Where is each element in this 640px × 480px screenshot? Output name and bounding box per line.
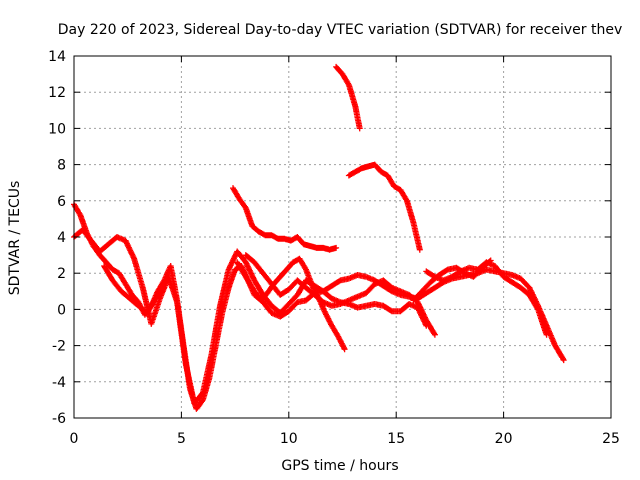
- series-arc-10: [101, 263, 168, 316]
- x-axis-label: GPS time / hours: [281, 458, 398, 474]
- data-marker-cluster: [345, 161, 423, 253]
- x-tick-label: 20: [495, 431, 513, 447]
- series-arc-9: [410, 257, 494, 304]
- series-arc-5: [345, 161, 423, 253]
- x-tick-label: 0: [70, 431, 79, 447]
- data-marker-cluster: [230, 185, 340, 253]
- y-tick-label: -2: [52, 339, 66, 355]
- y-tick-label: -6: [52, 411, 66, 427]
- grid: [74, 56, 611, 418]
- data-marker-cluster: [333, 63, 363, 132]
- data-marker-cluster: [410, 257, 494, 304]
- x-tick-label: 10: [280, 431, 298, 447]
- series-arc-4: [333, 63, 363, 132]
- y-tick-label: 12: [48, 85, 66, 101]
- data-marker-cluster: [101, 263, 168, 316]
- data-points: [71, 63, 567, 412]
- y-tick-label: 8: [57, 158, 66, 174]
- data-marker-cluster: [423, 259, 550, 338]
- y-tick-label: 4: [57, 230, 66, 246]
- y-tick-label: 6: [57, 194, 66, 210]
- y-tick-label: -4: [52, 375, 66, 391]
- y-axis-label: SDTVAR / TECUs: [7, 181, 23, 296]
- x-tick-label: 5: [177, 431, 186, 447]
- series-arc-8: [423, 259, 550, 338]
- y-tick-label: 14: [48, 49, 66, 65]
- y-tick-label: 10: [48, 121, 66, 137]
- tick-labels: 0 5 10 15 20 25 -6 -4 -2 0 2 4 6 8 10 12 14: [48, 49, 620, 447]
- chart-title: Day 220 of 2023, Sidereal Day-to-day VTE…: [58, 22, 622, 38]
- x-tick-label: 25: [602, 431, 620, 447]
- x-tick-label: 15: [387, 431, 405, 447]
- y-tick-label: 2: [57, 266, 66, 282]
- y-tick-label: 0: [57, 302, 66, 318]
- series-arc-3: [230, 185, 340, 253]
- axis-ticks: [73, 55, 612, 419]
